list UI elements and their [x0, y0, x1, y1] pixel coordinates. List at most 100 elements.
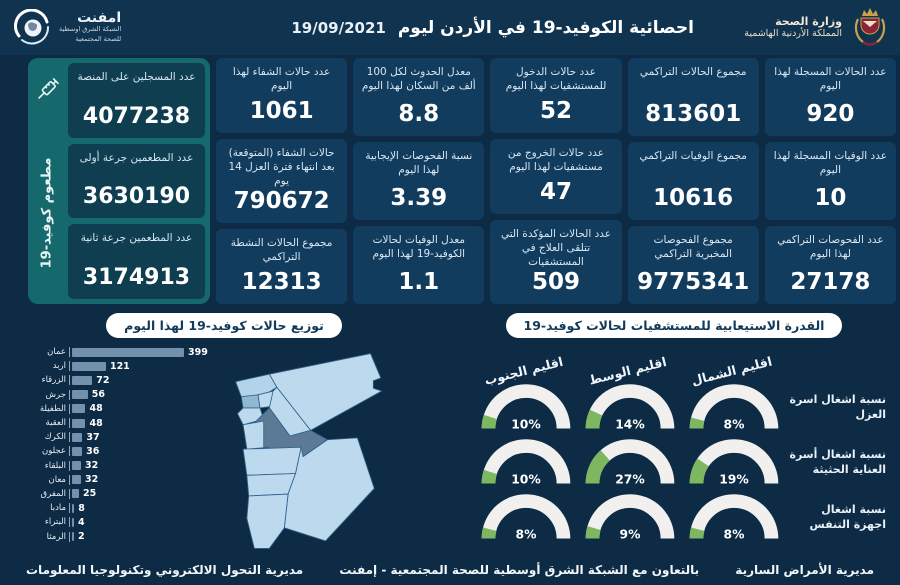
bar-axis-tick [69, 531, 70, 542]
bar [72, 418, 86, 428]
bar-category-label: الطفيلة [39, 403, 66, 414]
bar-value-label: 56 [91, 389, 105, 401]
cases-distribution-section: توزيع حالات كوفيد-19 لهذا اليوم عمان 399 ا… [0, 307, 448, 555]
gauge-row-label: نسبة اشغال اجهزة التنفس [809, 502, 886, 531]
gauge-value: 9% [620, 528, 641, 542]
stat-card: مجموع الوفيات التراكمي 10616 [627, 142, 759, 220]
stat-card: معدل الحدوث لكل 100 ألف من السكان لهذا ا… [353, 58, 485, 136]
bar-axis-tick [69, 418, 70, 429]
emphnet-subtitle-1: الشبكة الشرق اوسطية [59, 25, 122, 34]
stat-column: عدد الحالات المسجلة لهذا اليوم 920 عدد الو… [764, 58, 896, 304]
bar-row: الزرقاء 72 [8, 373, 268, 387]
bar-axis-tick [69, 460, 70, 471]
bar-axis-tick [69, 347, 70, 358]
stat-card-label: حالات الشفاء (المتوقعة) بعد انتهاء فترة … [228, 146, 335, 188]
bar-row: عجلون 36 [8, 444, 268, 458]
vaccine-card: عدد المسجلين على المنصة 4077238 [68, 63, 205, 138]
stat-column: معدل الحدوث لكل 100 ألف من السكان لهذا ا… [353, 58, 485, 304]
stat-card-value: 790672 [233, 188, 330, 215]
stat-card-value: 12313 [241, 269, 322, 296]
bar-axis-tick [69, 375, 70, 386]
bar-value-label: 72 [96, 374, 110, 386]
gauge-value: 10% [511, 418, 541, 432]
capacity-grid: اقليم الجنوب اقليم الوسط اقليم الشمال 10% 14… [448, 340, 900, 545]
jordan-coat-of-arms-icon [854, 7, 886, 46]
stat-card-label: عدد الحالات المؤكدة التي تتلقى العلاج في… [500, 227, 612, 268]
vaccine-card-label: عدد المطعمين جرعة أولى [79, 151, 194, 164]
vaccine-card-value: 3174913 [82, 265, 191, 291]
vaccine-side-label: مطعوم كوفيد-19 [39, 157, 55, 269]
occupancy-gauge: 9% [578, 490, 682, 545]
bar [72, 404, 86, 414]
bar [72, 361, 106, 371]
occupancy-gauge: 14% [578, 380, 682, 435]
bar [72, 347, 184, 357]
stat-card: مجموع الفحوصات المخبرية التراكمي 9775341 [627, 226, 759, 304]
stat-card-value: 52 [539, 97, 572, 124]
bar-category-label: العقبة [45, 418, 66, 429]
stat-card: عدد حالات الدخول للمستشفيات لهذا اليوم 52 [490, 58, 622, 133]
page-title: احصائية الكوفيد-19 في الأردن ليوم [397, 17, 695, 38]
stat-card-label: مجموع الفحوصات المخبرية التراكمي [653, 234, 733, 261]
bar-category-label: جرش [45, 389, 66, 400]
bar [72, 432, 83, 442]
vaccine-card-label: عدد المسجلين على المنصة [77, 71, 196, 83]
cases-title-badge: توزيع حالات كوفيد-19 لهذا اليوم [106, 313, 342, 338]
bar-row: العقبة 48 [8, 416, 268, 430]
emphnet-globe-icon [14, 8, 50, 44]
hospital-capacity-section: القدرة الاستيعابية للمستشفيات لحالات كوف… [448, 307, 900, 555]
bar-category-label: البتراء [44, 517, 66, 528]
occupancy-gauge: 27% [578, 435, 682, 490]
stat-card-label: عدد الوفيات المسجلة لهذا اليوم [773, 150, 887, 177]
gauge-arc: 8% [481, 494, 571, 542]
bar-axis-tick [69, 488, 70, 499]
bar-category-label: الرمثا [46, 531, 66, 542]
stats-grid: عدد الحالات المسجلة لهذا اليوم 920 عدد الو… [215, 58, 896, 305]
gauge-arc: 27% [585, 439, 675, 487]
stat-card-value: 10616 [653, 185, 734, 211]
footer-center: بالتعاون مع الشبكة الشرق أوسطية للصحة ال… [339, 563, 700, 577]
bar-axis-tick [69, 403, 70, 414]
bar-value-label: 8 [78, 502, 85, 514]
ministry-name: وزارة الصحة [775, 14, 842, 28]
bar-category-label: البلقاء [44, 460, 66, 471]
cases-bars: عمان 399 اربد 121 الزرقاء 72 جرش 56 الطفيلة 48 الع… [8, 345, 268, 544]
bar-row: المفرق 25 [8, 487, 268, 501]
stat-card-label: عدد حالات الشفاء لهذا اليوم [232, 66, 331, 93]
bar-row: الطفيلة 48 [8, 402, 268, 416]
gauge-value: 8% [724, 418, 745, 432]
bar-axis-tick [69, 503, 70, 514]
stat-card-label: معدل الحدوث لكل 100 ألف من السكان لهذا ا… [361, 66, 476, 93]
vaccine-cards: عدد المسجلين على المنصة 4077238 عدد المطعم… [68, 63, 205, 300]
emphnet-subtitle-2: للصحة المجتمعية [75, 34, 122, 43]
header: وزارة الصحة المملكة الأردنية الهاشمية اح… [0, 0, 900, 55]
bottom-row: القدرة الاستيعابية للمستشفيات لحالات كوف… [0, 307, 900, 555]
bar-row: الكرك 37 [8, 430, 268, 444]
stat-card-value: 3.39 [390, 185, 448, 211]
stat-card-value: 9775341 [637, 269, 750, 295]
emphnet-name: امفنت [77, 10, 122, 27]
stat-card-label: نسبة الفحوصات الإيجابية لهذا اليوم [365, 150, 473, 177]
bar-value-label: 37 [86, 431, 100, 443]
stat-column: عدد حالات الدخول للمستشفيات لهذا اليوم 52… [490, 58, 622, 305]
gauge-value: 10% [511, 473, 541, 487]
vaccine-card-value: 4077238 [82, 103, 191, 129]
bar [72, 489, 80, 499]
stat-card-value: 10 [814, 185, 847, 211]
occupancy-gauge: 10% [474, 435, 578, 490]
stats-row: عدد الحالات المسجلة لهذا اليوم 920 عدد الو… [0, 55, 900, 307]
occupancy-gauge: 10% [474, 380, 578, 435]
gauge-value: 8% [516, 528, 537, 542]
footer-left: مديرية التحول الالكتروني وتكنولوجيا المع… [26, 563, 304, 577]
bar-row: جرش 56 [8, 388, 268, 402]
vaccine-card-label: عدد المطعمين جرعة ثانية [80, 232, 193, 245]
report-date: 19/09/2021 [291, 18, 386, 37]
bar-axis-tick [69, 474, 70, 485]
bar [72, 390, 88, 400]
bar-axis-tick [69, 432, 70, 443]
stat-card: عدد حالات الخروج من مستشفيات لهذا اليوم 4… [490, 138, 622, 214]
vaccine-card: عدد المطعمين جرعة ثانية 3174913 [68, 224, 205, 300]
gauge-arc: 9% [585, 494, 675, 542]
bar-value-label: 36 [86, 445, 100, 457]
bar [72, 503, 75, 513]
